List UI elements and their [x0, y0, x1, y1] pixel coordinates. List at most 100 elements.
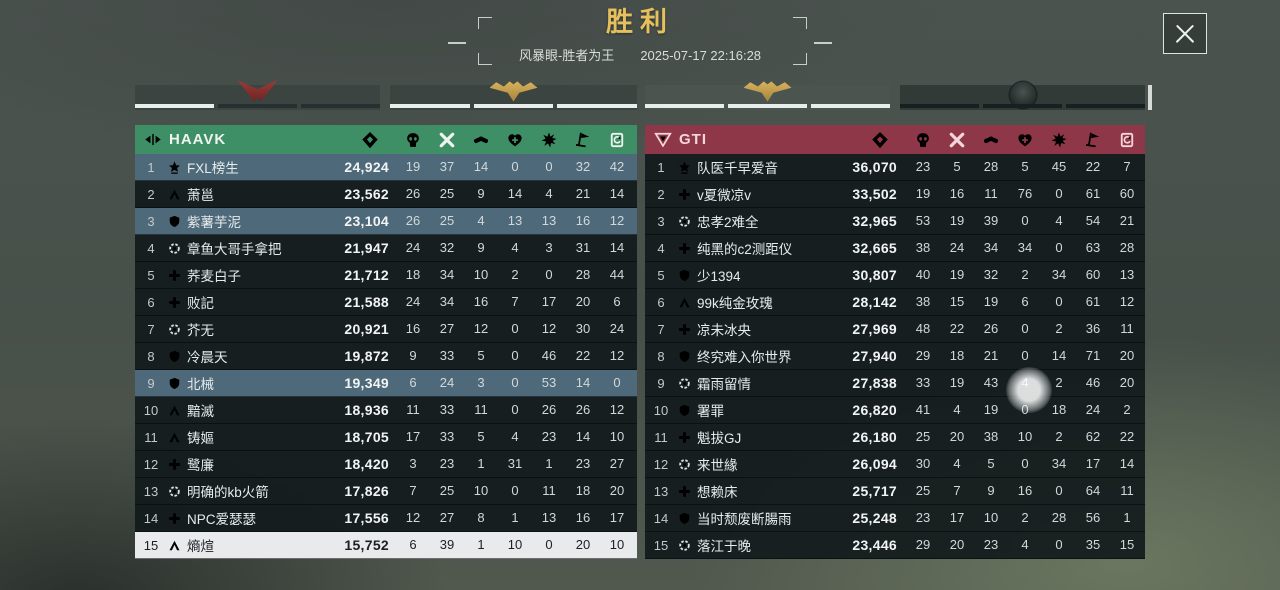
player-row[interactable]: 10 署罪 26,820 41 4 19 0 18 24 2 — [645, 397, 1145, 424]
stat-value: 14 — [609, 240, 625, 255]
player-name: 霜雨留情 — [697, 377, 751, 392]
player-row[interactable]: 15 落江于晚 23,446 29 20 23 4 0 35 15 — [645, 532, 1145, 559]
player-row[interactable]: 11 魁拔GJ 26,180 25 20 38 10 2 62 22 — [645, 424, 1145, 451]
chevron-class-icon — [167, 539, 182, 552]
player-row[interactable]: 5 荞麦白子 21,712 18 34 10 2 0 28 44 — [135, 262, 637, 289]
player-row[interactable]: 5 少1394 30,807 40 19 32 2 34 60 13 — [645, 262, 1145, 289]
stat-value: 25 — [439, 186, 455, 201]
stat-value: 46 — [1085, 375, 1101, 390]
rank-number: 1 — [657, 159, 665, 175]
stat-value: 7 — [953, 483, 961, 498]
gear-class-icon — [167, 323, 182, 336]
stat-value: 18 — [949, 348, 965, 363]
stat-value: 28 — [983, 159, 999, 174]
team-banner[interactable] — [390, 81, 638, 110]
player-row[interactable]: 14 当时颓废断腸雨 25,248 23 17 10 2 28 56 1 — [645, 505, 1145, 532]
player-stats: 38 24 34 34 0 63 28 — [906, 235, 1144, 261]
player-row[interactable]: 14 NPC爱瑟瑟 17,556 12 27 8 1 13 16 17 — [135, 505, 637, 532]
player-score: 26,180 — [852, 429, 897, 445]
stat-value: 22 — [575, 348, 591, 363]
stat-value: 32 — [983, 267, 999, 282]
stat-value: 26 — [541, 402, 557, 417]
stat-value: 23 — [575, 456, 591, 471]
stat-value: 19 — [949, 375, 965, 390]
player-row[interactable]: 4 纯黑的c2测距仪 32,665 38 24 34 34 0 63 28 — [645, 235, 1145, 262]
team-banner[interactable] — [135, 80, 380, 110]
rank-number: 9 — [657, 375, 665, 391]
knockdowns-column-icon — [439, 132, 455, 148]
player-row[interactable]: 7 凉未冰央 27,969 48 22 26 0 2 36 11 — [645, 316, 1145, 343]
stat-value: 0 — [1055, 240, 1063, 255]
stat-value: 0 — [511, 321, 519, 336]
team-banner[interactable] — [645, 81, 890, 110]
stat-value: 5 — [477, 348, 485, 363]
team-banner[interactable] — [900, 82, 1145, 110]
player-score: 19,349 — [344, 375, 389, 391]
stat-value: 16 — [949, 186, 965, 201]
stat-value: 8 — [477, 510, 485, 525]
player-row[interactable]: 4 章鱼大哥手拿把 21,947 24 32 9 4 3 31 14 — [135, 235, 637, 262]
player-row[interactable]: 11 铸嫗 18,705 17 33 5 4 23 14 10 — [135, 424, 637, 451]
stat-value: 0 — [545, 267, 553, 282]
stat-value: 37 — [439, 159, 455, 174]
player-row[interactable]: 15 熵煊 15,752 6 39 1 10 0 20 10 — [135, 532, 637, 559]
player-row[interactable]: 2 v夏微凉v 33,502 19 16 11 76 0 61 60 — [645, 181, 1145, 208]
stat-value: 12 — [609, 402, 625, 417]
stat-value: 26 — [575, 402, 591, 417]
player-score: 26,820 — [852, 402, 897, 418]
player-row[interactable]: 6 败記 21,588 24 34 16 7 17 20 6 — [135, 289, 637, 316]
player-row[interactable]: 13 明确的kb火箭 17,826 7 25 10 0 11 18 20 — [135, 478, 637, 505]
frame-dash — [814, 42, 832, 44]
player-row[interactable]: 1 FXL榜生 24,924 19 37 14 0 0 32 42 — [135, 154, 637, 181]
plus-class-icon — [167, 458, 182, 471]
player-name: 紫薯芋泥 — [187, 215, 241, 230]
player-row[interactable]: 6 99k纯金玫瑰 28,142 38 15 19 6 0 61 12 — [645, 289, 1145, 316]
player-score: 15,752 — [344, 537, 389, 553]
stat-value: 53 — [541, 375, 557, 390]
close-button[interactable] — [1163, 13, 1207, 54]
player-row[interactable]: 8 终究难入你世界 27,940 29 18 21 0 14 71 20 — [645, 343, 1145, 370]
player-row[interactable]: 13 想赖床 25,717 25 7 9 16 0 64 11 — [645, 478, 1145, 505]
stat-value: 1 — [477, 456, 485, 471]
player-row[interactable]: 3 忠孝2难全 32,965 53 19 39 0 4 54 21 — [645, 208, 1145, 235]
player-stats: 12 27 8 1 13 16 17 — [396, 505, 634, 531]
stat-value: 2 — [1021, 267, 1029, 282]
stat-value: 56 — [1085, 510, 1101, 525]
player-row[interactable]: 3 紫薯芋泥 23,104 26 25 4 13 13 16 12 — [135, 208, 637, 235]
player-row[interactable]: 9 北械 19,349 6 24 3 0 53 14 0 — [135, 370, 637, 397]
shield-class-icon — [167, 377, 182, 390]
stat-value: 14 — [575, 429, 591, 444]
player-stats: 24 32 9 4 3 31 14 — [396, 235, 634, 261]
player-score: 23,446 — [852, 537, 897, 553]
score-column-icon — [871, 131, 889, 149]
shield-class-icon — [167, 350, 182, 363]
stat-value: 28 — [1119, 240, 1135, 255]
stat-value: 0 — [545, 537, 553, 552]
stat-value: 36 — [1085, 321, 1101, 336]
stat-value: 21 — [983, 348, 999, 363]
player-row[interactable]: 1 队医千早爱音 36,070 23 5 28 5 45 22 7 — [645, 154, 1145, 181]
stat-value: 28 — [1051, 510, 1067, 525]
player-score: 20,921 — [344, 321, 389, 337]
player-row[interactable]: 8 冷晨天 19,872 9 33 5 0 46 22 12 — [135, 343, 637, 370]
stat-value: 27 — [439, 321, 455, 336]
player-row[interactable]: 12 来世緣 26,094 30 4 5 0 34 17 14 — [645, 451, 1145, 478]
life-bar-segment — [135, 103, 214, 108]
player-row[interactable]: 7 芥无 20,921 16 27 12 0 12 30 24 — [135, 316, 637, 343]
player-stats: 6 39 1 10 0 20 10 — [396, 532, 634, 558]
stat-value: 25 — [915, 429, 931, 444]
player-name: 黯滅 — [187, 404, 214, 419]
player-row[interactable]: 12 鹭廉 18,420 3 23 1 31 1 23 27 — [135, 451, 637, 478]
player-score: 21,712 — [344, 267, 389, 283]
player-row[interactable]: 9 霜雨留情 27,838 33 19 43 4 2 46 20 — [645, 370, 1145, 397]
player-name: v夏微凉v — [697, 188, 751, 203]
stat-value: 25 — [915, 483, 931, 498]
player-score: 25,717 — [852, 483, 897, 499]
player-row[interactable]: 10 黯滅 18,936 11 33 11 0 26 26 12 — [135, 397, 637, 424]
kills-column-icon — [915, 132, 931, 148]
player-row[interactable]: 2 萧邕 23,562 26 25 9 14 4 21 14 — [135, 181, 637, 208]
player-score: 32,665 — [852, 240, 897, 256]
stat-value: 48 — [915, 321, 931, 336]
stat-value: 24 — [949, 240, 965, 255]
stat-value: 6 — [409, 375, 417, 390]
